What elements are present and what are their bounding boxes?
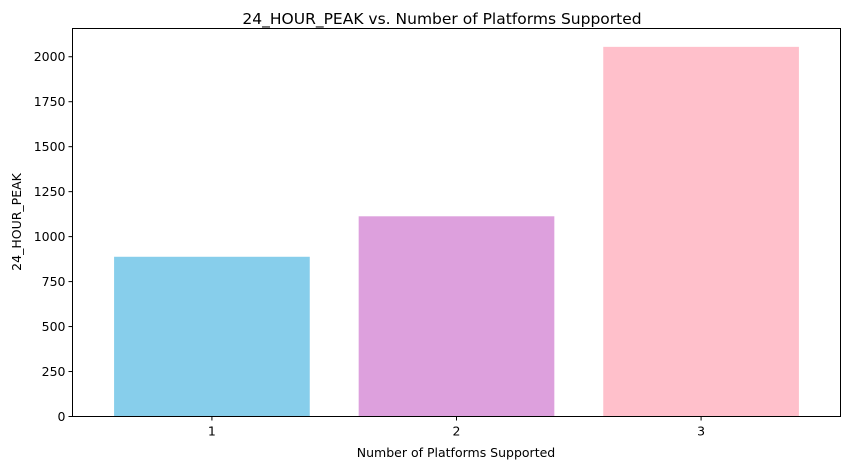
bar-1 — [114, 256, 310, 417]
x-tick-label: 3 — [697, 424, 705, 439]
x-tick-label: 1 — [208, 424, 216, 439]
bars-group — [114, 46, 799, 417]
y-tick-label: 1500 — [34, 139, 66, 154]
y-tick-label: 500 — [42, 319, 66, 334]
bar-3 — [603, 46, 799, 417]
y-tick-label: 0 — [58, 409, 66, 424]
x-tick-label: 2 — [453, 424, 461, 439]
y-tick-label: 2000 — [34, 49, 66, 64]
y-tick-label: 1250 — [34, 184, 66, 199]
x-axis-ticks: 1 2 3 — [208, 416, 705, 439]
chart-title: 24_HOUR_PEAK vs. Number of Platforms Sup… — [242, 10, 641, 29]
bar-2 — [358, 216, 555, 417]
y-tick-label: 1000 — [34, 229, 66, 244]
plot-frame — [72, 28, 841, 417]
x-axis-label: Number of Platforms Supported — [357, 445, 555, 460]
y-axis-label: 24_HOUR_PEAK — [9, 172, 24, 270]
y-axis-ticks: 0 250 500 750 1000 1250 1500 1750 2000 — [34, 49, 73, 424]
y-tick-label: 1750 — [34, 94, 66, 109]
y-tick-label: 750 — [42, 274, 66, 289]
y-tick-label: 250 — [42, 364, 66, 379]
